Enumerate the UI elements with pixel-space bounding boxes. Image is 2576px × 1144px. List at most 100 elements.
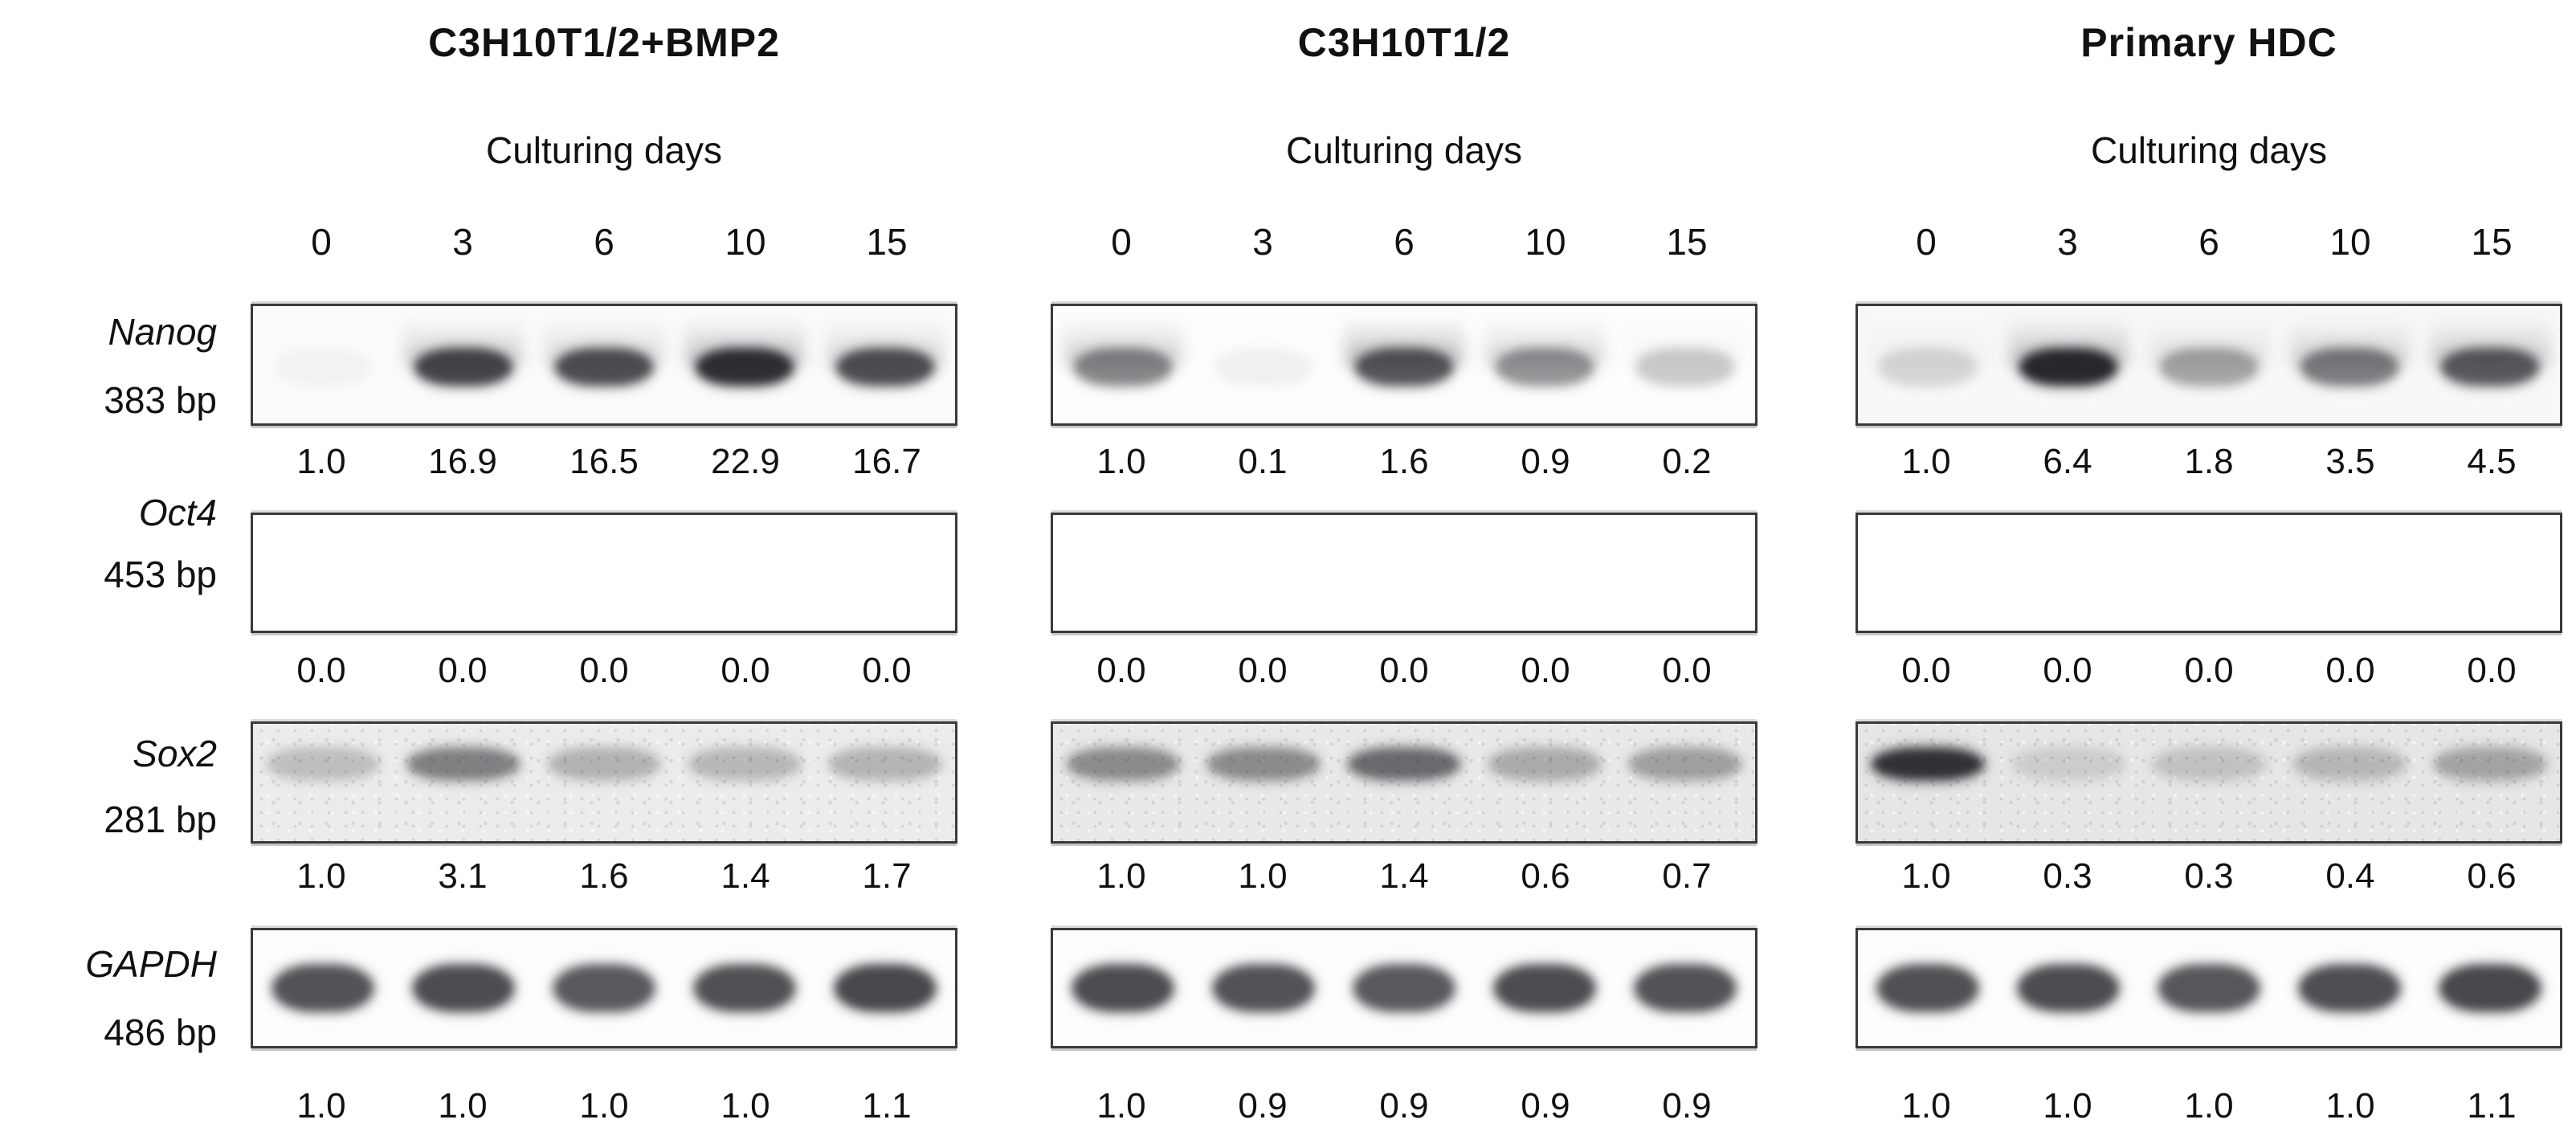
- gel-band: [1074, 348, 1173, 386]
- gene-size-gapdh: 486 bp: [104, 1011, 217, 1053]
- gel-band: [2440, 348, 2539, 386]
- band-intensity-values: 1.0 1.0 1.0 1.0 1.1: [1855, 1086, 2562, 1126]
- band-intensity-value: 1.0: [1901, 442, 1951, 481]
- gel-lane: [1615, 724, 1755, 841]
- gel-lane: [253, 306, 394, 423]
- band-intensity-value: 0.3: [2184, 856, 2234, 896]
- gene-name-oct4: Oct4: [138, 492, 217, 533]
- lane-day-label: 6: [1394, 221, 1415, 263]
- panel-title: Primary HDC: [2080, 20, 2337, 65]
- band-intensity-value: 1.4: [1379, 856, 1429, 896]
- gene-name-nanog: Nanog: [108, 311, 217, 353]
- gel-lane: [1474, 724, 1615, 841]
- band-intensity-values: 1.0 1.0 1.0 1.0 1.1: [251, 1086, 957, 1126]
- band-intensity-value: 1.0: [1901, 1086, 1951, 1126]
- culturing-days-label: Culturing days: [1285, 129, 1523, 171]
- gel-lane: [1194, 515, 1334, 631]
- gel-band: [2439, 965, 2541, 1011]
- gel-band: [1213, 965, 1315, 1011]
- gel-band: [2019, 348, 2118, 386]
- band-intensity-values: 1.0 3.1 1.6 1.4 1.7: [251, 856, 957, 897]
- band-intensity-value: 0.0: [1521, 651, 1570, 690]
- gel-band: [1215, 348, 1313, 386]
- band-intensity-value: 0.0: [579, 651, 629, 690]
- gel-band: [1493, 965, 1595, 1011]
- gel-lane: [1053, 515, 1194, 631]
- gel-lane: [2139, 930, 2280, 1046]
- lane-day-row: 0 3 6 10 15: [251, 220, 957, 264]
- gel-band: [828, 747, 941, 780]
- band-intensity-value: 1.0: [1096, 1086, 1146, 1126]
- gel-lane: [1858, 724, 1998, 841]
- gel-lane: [2139, 515, 2280, 631]
- band-intensity-value: 0.3: [2043, 856, 2092, 896]
- band-intensity-value: 1.8: [2184, 442, 2234, 481]
- gel-band: [1628, 747, 1741, 780]
- lane-day-label: 15: [1666, 221, 1708, 263]
- gel-lane: [534, 930, 675, 1046]
- gel-lane: [2419, 724, 2560, 841]
- band-intensity-value: 1.0: [296, 442, 346, 481]
- band-intensity-value: 1.0: [296, 1086, 346, 1126]
- band-intensity-value: 16.7: [852, 442, 921, 481]
- lane-day-label: 0: [1111, 221, 1132, 263]
- gel-image-oct4: [1051, 513, 1757, 633]
- gel-band: [2018, 965, 2120, 1011]
- gel-band: [2012, 747, 2125, 780]
- gel-band: [2300, 348, 2398, 386]
- gel-lane: [1615, 930, 1755, 1046]
- gel-band: [1072, 965, 1174, 1011]
- gel-lane: [2419, 515, 2560, 631]
- band-intensity-values: 1.0 0.1 1.6 0.9 0.2: [1051, 442, 1757, 482]
- gel-band: [547, 747, 660, 780]
- band-intensity-values: 1.0 0.9 0.9 0.9 0.9: [1051, 1086, 1757, 1126]
- panel-title: C3H10T1/2: [1297, 20, 1511, 65]
- band-intensity-value: 0.0: [1662, 651, 1712, 690]
- band-intensity-value: 0.0: [2467, 651, 2517, 690]
- panel-c3h10t1-2-bmp2: C3H10T1/2+BMP2 Culturing days 0 3 6 10 15 1.0 16…: [251, 0, 957, 1144]
- lane-day-label: 0: [1916, 221, 1937, 263]
- gel-lane: [394, 306, 534, 423]
- band-intensity-value: 0.9: [1662, 1086, 1712, 1126]
- panel-primary-hdc: Primary HDC Culturing days 0 3 6 10 15 1.0 6.4 1.…: [1855, 0, 2562, 1144]
- gel-image-sox2: [251, 721, 957, 844]
- gel-band: [1495, 348, 1594, 386]
- band-intensity-value: 0.0: [1379, 651, 1429, 690]
- band-intensity-value: 1.0: [2184, 1086, 2234, 1126]
- gel-lane: [1998, 306, 2139, 423]
- band-intensity-value: 0.0: [721, 651, 770, 690]
- gel-lane: [1998, 515, 2139, 631]
- gel-band: [274, 348, 373, 386]
- gel-lane: [1858, 930, 1998, 1046]
- band-intensity-value: 0.0: [296, 651, 346, 690]
- culturing-days-label: Culturing days: [485, 129, 723, 171]
- gel-lane: [394, 515, 534, 631]
- gel-lane: [1615, 515, 1755, 631]
- gel-band-smear: [1624, 311, 1745, 365]
- gel-band: [1354, 348, 1453, 386]
- gel-lane: [2279, 515, 2419, 631]
- gel-lane: [1615, 306, 1755, 423]
- lane-day-label: 10: [2329, 221, 2371, 263]
- band-intensity-value: 1.6: [1379, 442, 1429, 481]
- gel-band: [1207, 747, 1321, 780]
- gel-band: [695, 348, 794, 386]
- gel-lane: [1194, 306, 1334, 423]
- band-intensity-value: 1.6: [579, 856, 629, 896]
- lane-day-row: 0 3 6 10 15: [1855, 220, 2562, 264]
- lane-day-label: 6: [2198, 221, 2219, 263]
- gel-image-nanog: [251, 304, 957, 426]
- gel-lane: [1998, 724, 2139, 841]
- panel-c3h10t1-2: C3H10T1/2 Culturing days 0 3 6 10 15 1.0 0.1 1.6 0…: [1051, 0, 1757, 1144]
- gel-lane: [1334, 515, 1475, 631]
- band-intensity-value: 1.0: [721, 1086, 770, 1126]
- gel-lane: [1194, 930, 1334, 1046]
- band-intensity-values: 0.0 0.0 0.0 0.0 0.0: [1051, 651, 1757, 691]
- gel-lane: [814, 515, 955, 631]
- gel-image-oct4: [251, 513, 957, 633]
- gene-label-column: Nanog 383 bp Oct4 453 bp Sox2 281 bp GAPDH 486 …: [24, 0, 217, 1144]
- band-intensity-value: 0.9: [1521, 442, 1570, 481]
- band-intensity-value: 0.7: [1662, 856, 1712, 896]
- gel-lane: [1474, 306, 1615, 423]
- band-intensity-value: 0.6: [1521, 856, 1570, 896]
